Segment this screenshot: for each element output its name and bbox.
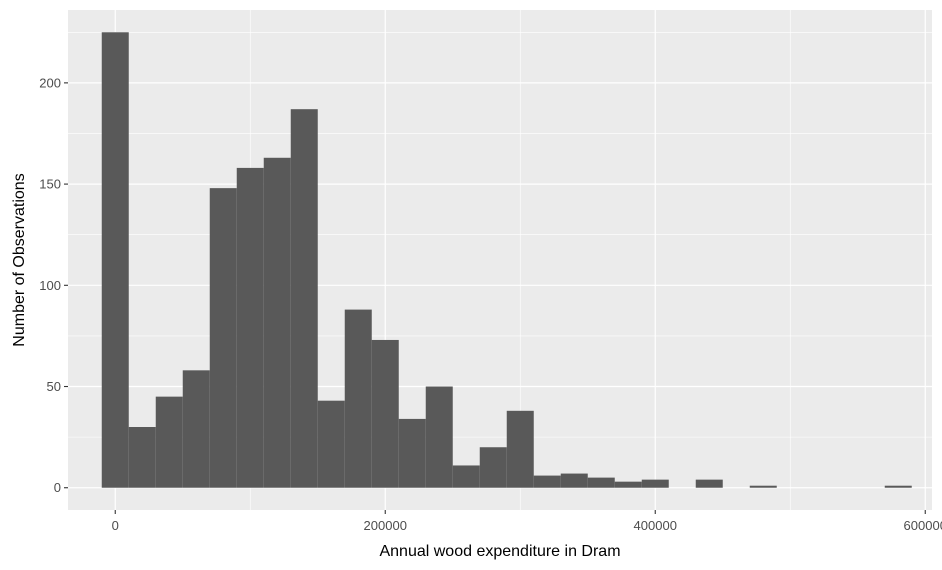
histogram-bar: [425, 386, 453, 488]
histogram-bar: [182, 370, 210, 488]
histogram-bars: [101, 32, 912, 488]
x-tick-label: 200000: [364, 518, 407, 533]
histogram-bar: [641, 479, 669, 488]
histogram-bar: [884, 485, 912, 488]
histogram-bar: [560, 473, 588, 488]
histogram-bar: [101, 32, 129, 488]
histogram-bar: [371, 339, 399, 488]
histogram-bar: [479, 447, 507, 488]
y-tick-label: 200: [39, 75, 61, 90]
histogram-bar: [344, 309, 372, 488]
y-axis-title: Number of Observations: [11, 173, 28, 346]
x-tick-label: 0: [112, 518, 119, 533]
histogram-bar: [317, 400, 345, 488]
histogram-bar: [263, 157, 291, 488]
x-tick-label: 400000: [634, 518, 677, 533]
histogram-bar: [398, 418, 426, 488]
histogram-bar: [236, 167, 264, 488]
histogram-bar: [614, 481, 642, 488]
histogram-bar: [155, 396, 183, 488]
y-tick-label: 100: [39, 278, 61, 293]
histogram-bar: [452, 465, 480, 488]
y-tick-label: 0: [54, 480, 61, 495]
histogram-bar: [128, 427, 156, 488]
y-tick-label: 50: [47, 379, 61, 394]
histogram-bar: [533, 475, 561, 488]
x-axis-title: Annual wood expenditure in Dram: [379, 543, 620, 560]
histogram-bar: [749, 485, 777, 488]
y-tick-label: 150: [39, 177, 61, 192]
histogram-bar: [695, 479, 723, 488]
histogram-bar: [506, 410, 534, 488]
histogram-bar: [290, 109, 318, 488]
histogram-bar: [209, 188, 237, 488]
histogram-bar: [587, 477, 615, 488]
y-axis-ticks: 0 50 100 150 200: [39, 75, 68, 495]
